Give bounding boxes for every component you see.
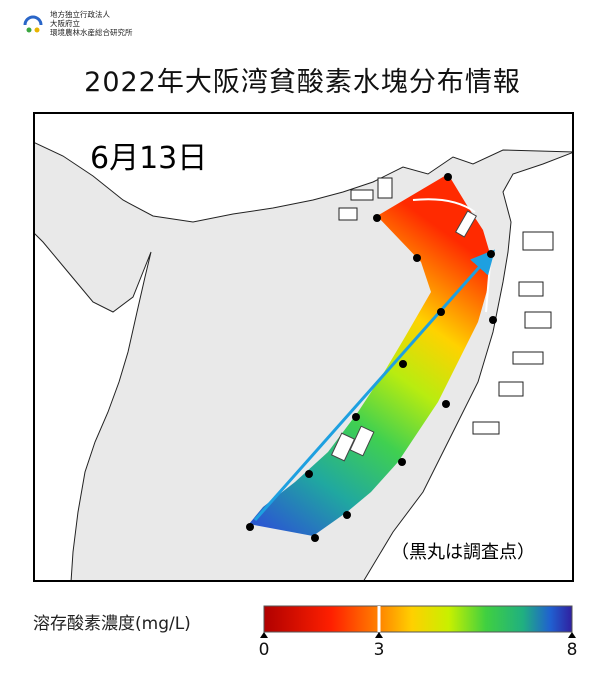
survey-point	[343, 511, 351, 519]
survey-points	[246, 173, 497, 542]
tick-max	[568, 632, 576, 638]
survey-point	[487, 250, 495, 258]
contour-line	[412, 198, 476, 213]
survey-point	[489, 316, 497, 324]
color-scale	[260, 605, 576, 638]
survey-point	[444, 173, 452, 181]
survey-point	[373, 214, 381, 222]
land-north	[33, 112, 574, 223]
survey-point	[413, 254, 421, 262]
survey-point	[442, 400, 450, 408]
transect-arrow	[253, 249, 495, 521]
page-title: 2022年大阪湾貧酸素水塊分布情報	[84, 67, 521, 98]
scale-min-label: 0	[258, 640, 270, 660]
survey-point	[311, 534, 319, 542]
org-line-3: 環境農林水産総合研究所	[50, 28, 133, 37]
tick-mid	[375, 632, 383, 638]
scale-max-label: 8	[566, 640, 578, 660]
scale-mid-label: 3	[373, 640, 385, 660]
do-distribution-area	[249, 174, 491, 536]
color-bar	[263, 605, 573, 633]
tick-min	[260, 632, 268, 638]
header: 地方独立行政法人 大阪府立 環境農林水産総合研究所	[22, 10, 133, 37]
artificial-islands	[330, 210, 478, 462]
org-line-1: 地方独立行政法人	[50, 10, 110, 19]
institute-logo-icon	[22, 13, 44, 35]
survey-point	[305, 470, 313, 478]
legend-title: 溶存酸素濃度(mg/L)	[33, 614, 191, 634]
org-line-2: 大阪府立	[50, 19, 80, 28]
survey-point	[246, 523, 254, 531]
survey-point	[398, 458, 406, 466]
organization-name: 地方独立行政法人 大阪府立 環境農林水産総合研究所	[50, 10, 133, 37]
survey-date: 6月13日	[90, 141, 208, 176]
survey-point	[352, 413, 360, 421]
survey-point-note: （黒丸は調査点）	[391, 542, 535, 563]
harbor-structures	[338, 177, 554, 435]
survey-point	[399, 360, 407, 368]
map-frame	[33, 112, 574, 582]
awaji-island	[33, 231, 152, 582]
bay-map	[33, 112, 574, 582]
land-osaka	[362, 151, 574, 582]
survey-point	[437, 308, 445, 316]
